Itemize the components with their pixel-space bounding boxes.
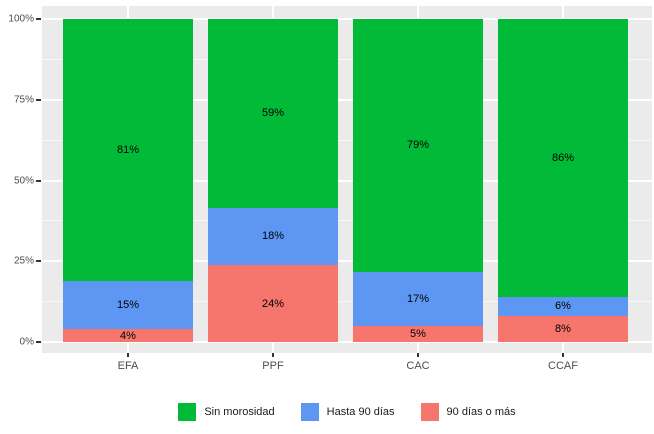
y-tick-mark xyxy=(36,341,41,343)
x-tick-mark xyxy=(562,353,564,357)
y-tick-mark xyxy=(36,260,41,263)
bar-label: 6% xyxy=(555,300,571,313)
major-gridline xyxy=(42,341,652,343)
bar-label: 15% xyxy=(116,298,140,311)
minor-gridline xyxy=(42,58,652,60)
bar-segment: 59% xyxy=(208,19,338,208)
y-tick-label: 25% xyxy=(13,255,34,267)
bar-segment: 17% xyxy=(353,271,483,327)
x-tick-label: EFA xyxy=(117,360,139,372)
bar-label: 86% xyxy=(551,151,575,164)
major-gridline xyxy=(42,98,652,101)
plot-panel: 4% 15% 81% 24% 18% 59% 5% 17% 79% 8% 6% 86% xyxy=(42,6,652,353)
bar-label: 24% xyxy=(261,297,285,310)
bar-label: 59% xyxy=(261,107,285,120)
x-tick-label: CCAF xyxy=(548,360,578,372)
bar-segment: 8% xyxy=(498,316,628,342)
y-tick-label: 50% xyxy=(13,175,34,186)
y-tick-mark xyxy=(36,18,41,20)
legend-item: Hasta 90 días xyxy=(300,403,395,421)
x-tick-mark xyxy=(127,353,129,357)
bar-segment: 5% xyxy=(353,326,483,342)
y-tick-label: 75% xyxy=(13,94,34,106)
bar-label: 18% xyxy=(261,230,285,243)
bar-segment: 18% xyxy=(208,207,338,266)
legend: Sin morosidad Hasta 90 días 90 días o más xyxy=(42,399,652,425)
major-gridline xyxy=(42,18,652,20)
bar-label: 4% xyxy=(120,329,136,342)
legend-label: 90 días o más xyxy=(446,406,516,418)
y-tick-mark xyxy=(36,179,41,182)
y-tick-label: 100% xyxy=(8,13,34,25)
bar-segment: 4% xyxy=(63,329,193,342)
minor-gridline xyxy=(42,139,652,141)
legend-key xyxy=(420,403,439,421)
y-tick-mark xyxy=(36,98,41,101)
bar-label: 5% xyxy=(410,328,426,340)
bar-segment: 79% xyxy=(353,19,483,272)
minor-gridline xyxy=(42,301,652,303)
minor-gridline xyxy=(42,220,652,222)
x-axis: EFA PPF CAC CCAF xyxy=(42,353,652,377)
legend-key xyxy=(300,403,319,421)
bar-label: 81% xyxy=(116,143,140,156)
y-axis: 0% 25% 50% 75% 100% xyxy=(0,6,42,353)
bar-segment: 6% xyxy=(498,296,628,317)
bar-segment: 81% xyxy=(63,19,193,281)
bar-label: 79% xyxy=(406,139,430,152)
bar-segment: 15% xyxy=(63,280,193,330)
bar-label: 17% xyxy=(406,292,430,305)
x-tick-mark xyxy=(417,353,419,357)
major-gridline xyxy=(42,179,652,182)
x-tick-mark xyxy=(272,353,274,357)
bar-segment: 86% xyxy=(498,19,628,297)
legend-item: Sin morosidad xyxy=(178,403,275,421)
major-gridline xyxy=(42,260,652,263)
y-tick-label: 0% xyxy=(19,336,34,348)
legend-label: Hasta 90 días xyxy=(326,406,395,418)
legend-item: 90 días o más xyxy=(420,403,516,421)
legend-key xyxy=(178,403,197,421)
legend-label: Sin morosidad xyxy=(204,406,275,418)
x-tick-label: PPF xyxy=(262,360,284,372)
bar-segment: 24% xyxy=(208,265,338,342)
x-tick-label: CAC xyxy=(406,360,430,372)
bar-label: 8% xyxy=(555,323,571,336)
